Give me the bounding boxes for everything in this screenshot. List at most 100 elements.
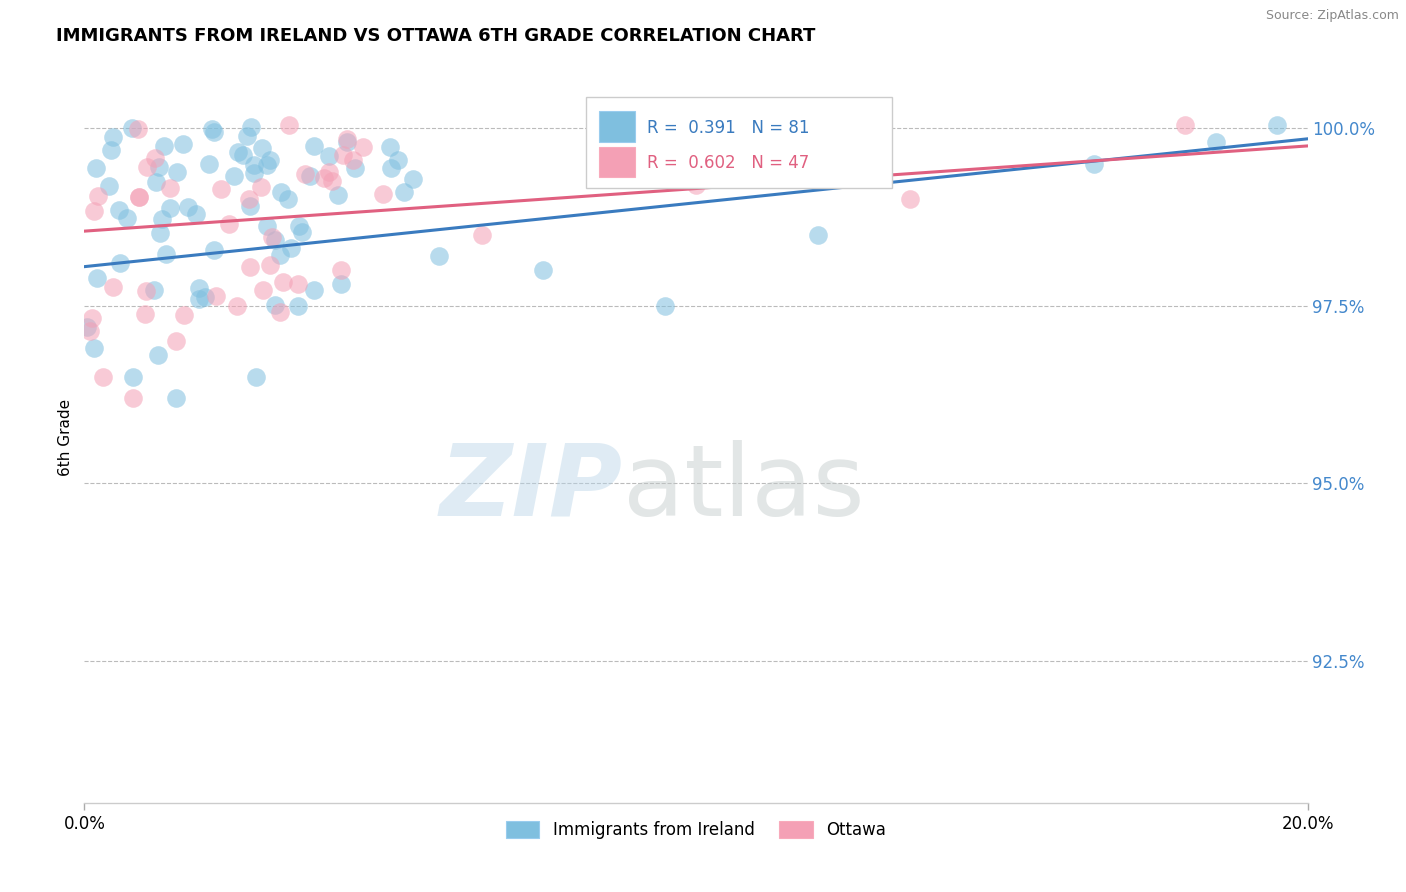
Point: [314, 171, 336, 186]
Point: [135, 284, 157, 298]
Point: [256, 219, 278, 234]
Point: [402, 171, 425, 186]
Point: [427, 249, 450, 263]
Point: [1265, 118, 1288, 132]
Point: [83, 203, 105, 218]
Point: [531, 263, 554, 277]
Point: [898, 192, 921, 206]
Point: [259, 153, 281, 167]
Point: [76, 320, 98, 334]
Point: [304, 283, 326, 297]
Point: [235, 128, 257, 143]
Point: [259, 258, 281, 272]
Point: [380, 140, 402, 154]
FancyBboxPatch shape: [586, 97, 891, 188]
Point: [202, 243, 225, 257]
Text: R =  0.391   N = 81: R = 0.391 N = 81: [647, 119, 810, 136]
Point: [165, 334, 187, 349]
Point: [110, 255, 132, 269]
Y-axis label: 6th Grade: 6th Grade: [58, 399, 73, 475]
Point: [146, 348, 169, 362]
Point: [86, 189, 108, 203]
Point: [79, 324, 101, 338]
Point: [218, 217, 240, 231]
Point: [291, 225, 314, 239]
Point: [318, 165, 340, 179]
Point: [128, 190, 150, 204]
Point: [1174, 118, 1197, 132]
Point: [252, 283, 274, 297]
Point: [176, 200, 198, 214]
Point: [330, 263, 353, 277]
Point: [117, 211, 139, 225]
Point: [101, 129, 124, 144]
Point: [232, 148, 254, 162]
Point: [155, 247, 177, 261]
Point: [173, 309, 195, 323]
Point: [200, 121, 222, 136]
Point: [128, 189, 150, 203]
Point: [86, 271, 108, 285]
Text: Source: ZipAtlas.com: Source: ZipAtlas.com: [1265, 9, 1399, 22]
FancyBboxPatch shape: [599, 146, 636, 178]
Point: [1205, 136, 1227, 150]
Point: [153, 139, 176, 153]
Point: [108, 202, 131, 217]
Point: [330, 277, 353, 292]
Point: [148, 161, 170, 175]
Point: [98, 178, 121, 193]
Point: [685, 178, 707, 192]
Point: [226, 145, 249, 159]
Point: [134, 307, 156, 321]
Point: [83, 341, 105, 355]
Point: [277, 192, 299, 206]
Point: [321, 174, 343, 188]
Point: [1083, 156, 1105, 170]
Point: [198, 157, 221, 171]
Point: [143, 151, 166, 165]
Point: [243, 166, 266, 180]
Point: [205, 289, 228, 303]
Point: [471, 227, 494, 242]
Point: [172, 136, 194, 151]
Point: [239, 199, 262, 213]
Point: [287, 277, 309, 292]
Point: [263, 298, 285, 312]
Point: [202, 125, 225, 139]
Point: [91, 369, 114, 384]
Point: [122, 391, 145, 405]
Point: [150, 212, 173, 227]
Point: [187, 292, 209, 306]
Point: [280, 241, 302, 255]
FancyBboxPatch shape: [599, 112, 636, 143]
Point: [84, 161, 107, 176]
Point: [101, 280, 124, 294]
Point: [344, 161, 367, 176]
Text: IMMIGRANTS FROM IRELAND VS OTTAWA 6TH GRADE CORRELATION CHART: IMMIGRANTS FROM IRELAND VS OTTAWA 6TH GR…: [56, 27, 815, 45]
Legend: Immigrants from Ireland, Ottawa: Immigrants from Ireland, Ottawa: [499, 814, 893, 846]
Point: [807, 227, 830, 242]
Point: [336, 132, 359, 146]
Point: [371, 187, 394, 202]
Point: [209, 182, 232, 196]
Point: [184, 207, 207, 221]
Point: [352, 140, 374, 154]
Point: [392, 186, 415, 200]
Point: [250, 180, 273, 194]
Point: [318, 149, 340, 163]
Point: [245, 369, 267, 384]
Text: atlas: atlas: [623, 440, 865, 537]
Point: [238, 192, 260, 206]
Point: [342, 153, 364, 167]
Point: [288, 219, 311, 234]
Point: [222, 169, 245, 183]
Point: [302, 138, 325, 153]
Point: [159, 201, 181, 215]
Point: [243, 158, 266, 172]
Point: [287, 299, 309, 313]
Point: [194, 290, 217, 304]
Point: [226, 299, 249, 313]
Point: [188, 281, 211, 295]
Point: [294, 168, 316, 182]
Point: [387, 153, 409, 168]
